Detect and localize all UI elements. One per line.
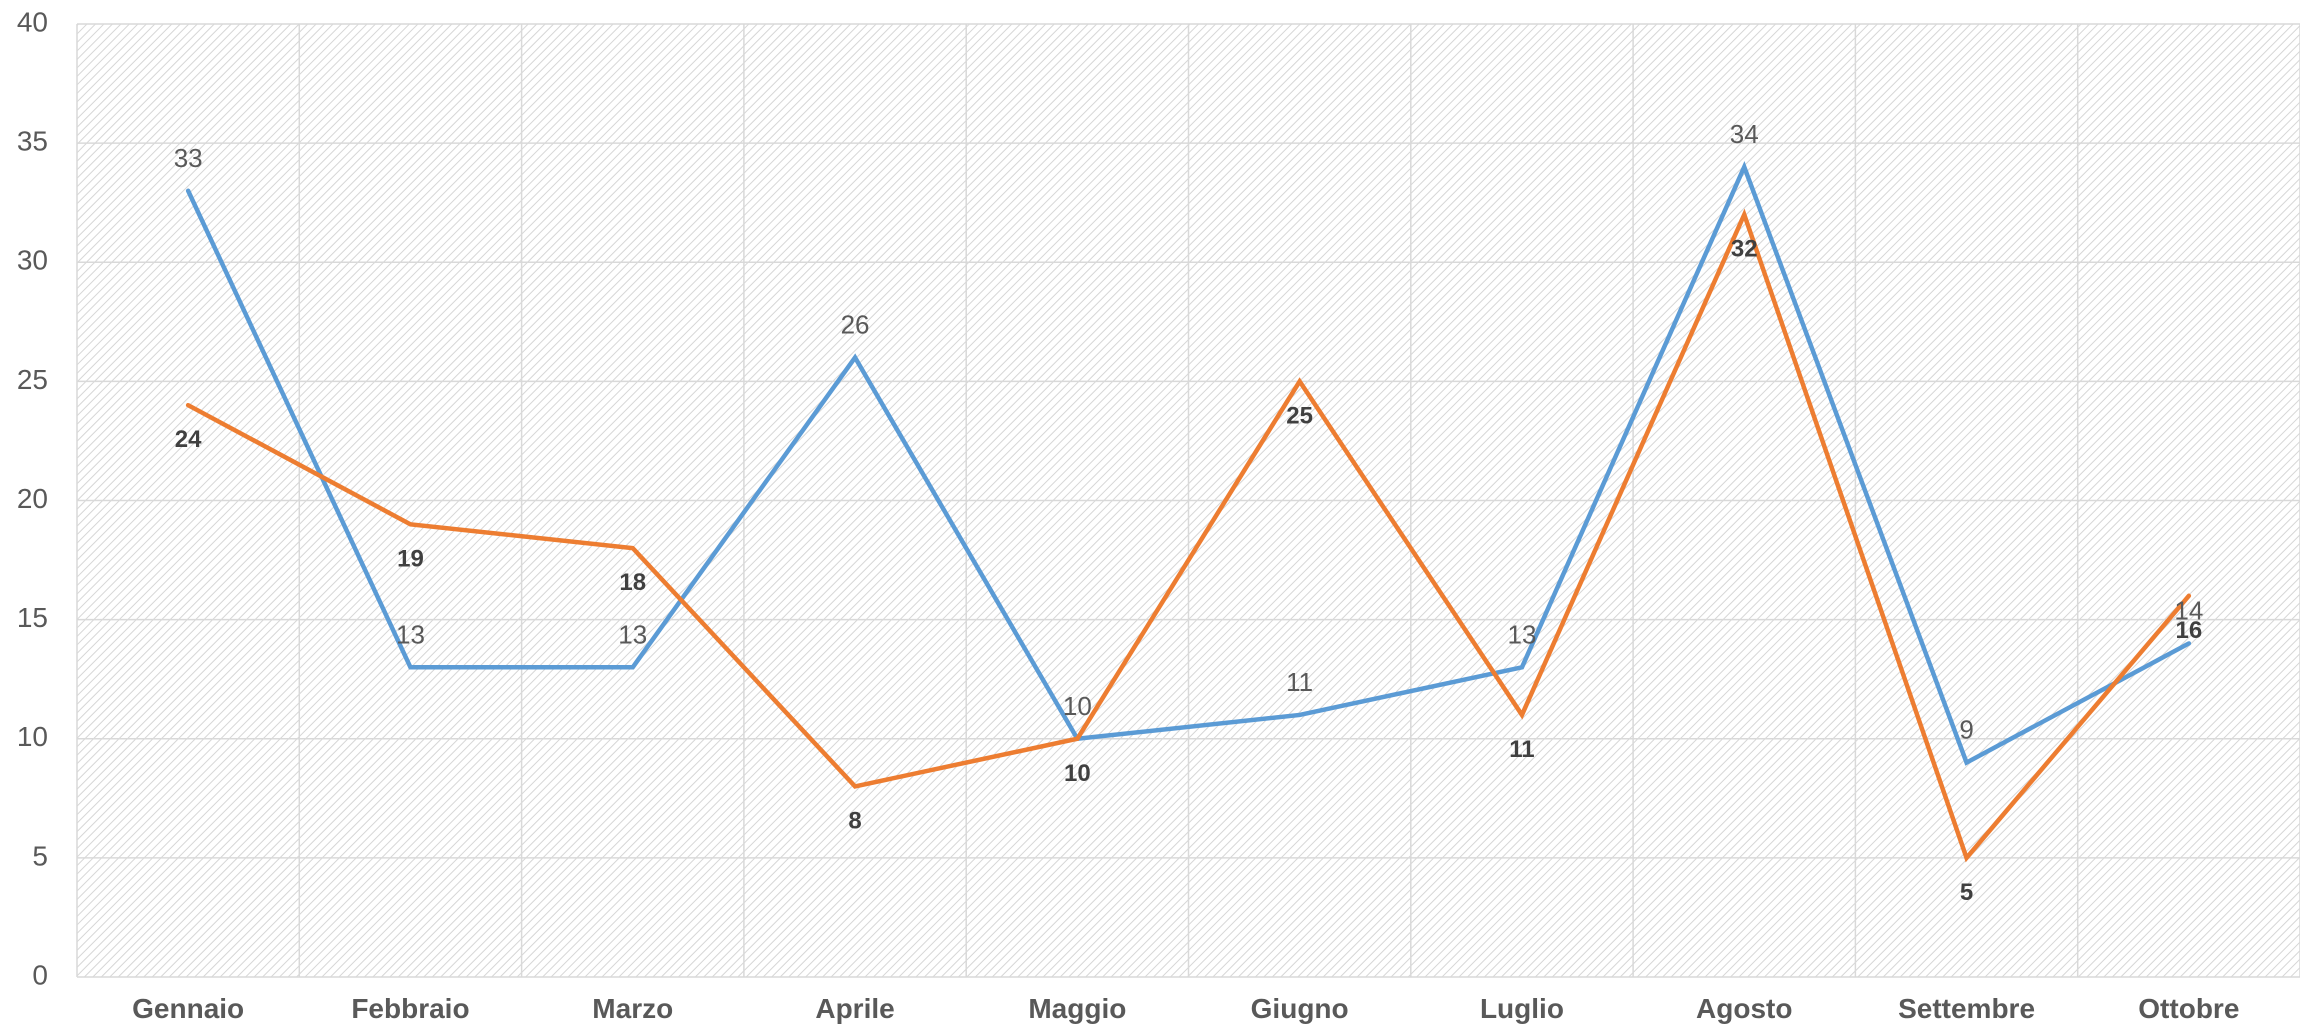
x-tick-label: Giugno [1251,993,1349,1024]
y-tick-label: 15 [17,602,48,633]
x-tick-label: Luglio [1480,993,1564,1024]
data-label-series-2: 19 [397,545,424,572]
x-tick-label: Febbraio [351,993,469,1024]
x-tick-label: Marzo [592,993,673,1024]
y-tick-label: 30 [17,245,48,276]
y-axis: 0 5 10 15 20 25 30 35 40 [17,6,48,990]
data-label-series-2: 18 [619,569,646,596]
data-label-series-1: 10 [1063,691,1092,721]
y-tick-label: 40 [17,6,48,37]
x-tick-label: Aprile [815,993,894,1024]
x-tick-label: Settembre [1898,993,2035,1024]
y-tick-label: 25 [17,364,48,395]
x-axis: Gennaio Febbraio Marzo Aprile Maggio Giugno Lu… [132,993,2239,1024]
data-label-series-2: 5 [1960,879,1973,906]
data-label-series-1: 26 [841,310,870,340]
data-label-series-2: 11 [1509,736,1534,763]
data-label-series-1: 9 [1959,715,1973,745]
data-label-series-1: 34 [1730,119,1759,149]
series-lines [185,161,2192,863]
series-line-1 [185,161,2192,766]
data-labels: 33 13 13 26 10 11 13 34 9 14 24 19 18 8 10 25 11 32 5 16 [174,119,2204,906]
y-tick-label: 35 [17,126,48,157]
y-tick-label: 0 [32,959,48,990]
data-label-series-2: 32 [1731,236,1758,263]
data-label-series-2: 16 [2175,617,2202,644]
y-tick-label: 20 [17,483,48,514]
series-line-2 [185,208,2192,863]
x-tick-label: Gennaio [132,993,244,1024]
data-label-series-1: 14 [2174,595,2203,625]
data-label-series-2: 25 [1286,402,1313,429]
data-label-series-2: 24 [175,426,202,453]
gridlines [76,23,2300,978]
data-label-series-1: 11 [1286,667,1313,697]
x-tick-label: Ottobre [2138,993,2239,1024]
data-label-series-2: 10 [1064,760,1091,787]
data-label-series-1: 33 [174,143,203,173]
y-tick-label: 10 [17,721,48,752]
data-label-series-1: 13 [618,619,647,649]
data-label-series-2: 8 [848,807,861,834]
data-label-series-1: 13 [1507,619,1536,649]
x-tick-label: Maggio [1028,993,1126,1024]
x-tick-label: Agosto [1696,993,1792,1024]
data-label-series-1: 13 [396,619,425,649]
y-tick-label: 5 [32,840,48,871]
